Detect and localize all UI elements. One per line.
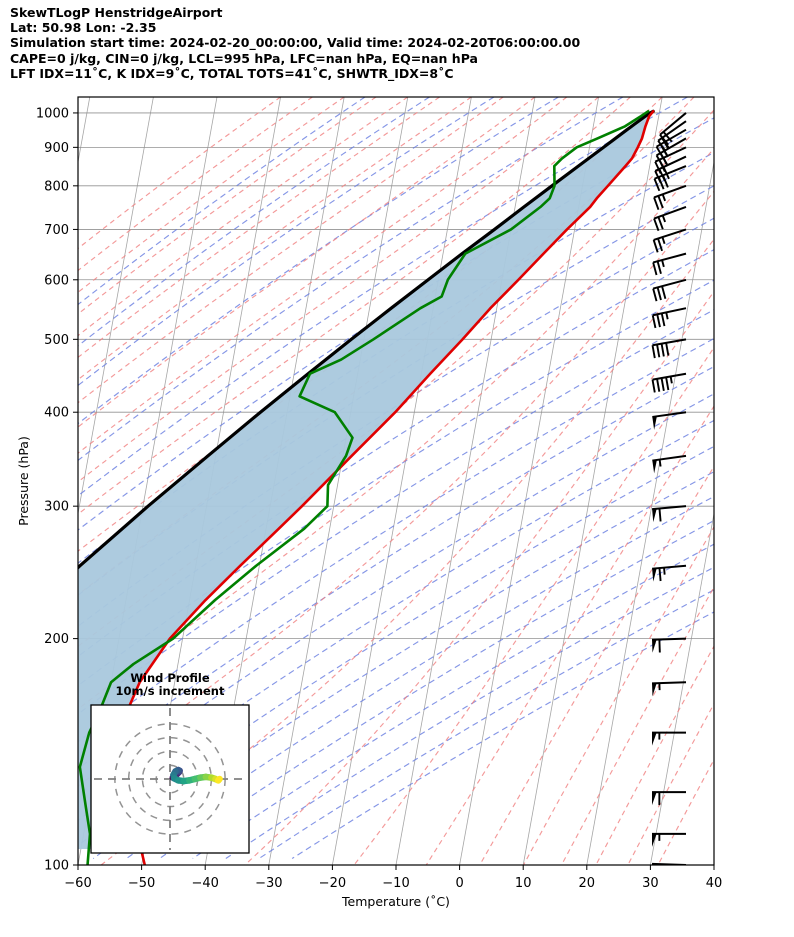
x-tick-label: −10 — [382, 876, 409, 891]
x-tick-label: 10 — [515, 876, 532, 891]
x-tick-label: 20 — [579, 876, 596, 891]
x-tick-label: −60 — [64, 876, 91, 891]
wind-profile-subtitle: 10m/s increment — [116, 684, 225, 698]
x-tick-label: 30 — [642, 876, 659, 891]
saturation-shading — [78, 111, 654, 850]
header-latlon: Lat: 50.98 Lon: -2.35 — [10, 20, 157, 36]
x-axis-label: Temperature (˚C) — [341, 894, 450, 909]
x-tick-label: 40 — [706, 876, 723, 891]
header-block: SkewTLogP HenstridgeAirport Lat: 50.98 L… — [10, 5, 790, 81]
y-tick-label: 1000 — [36, 106, 69, 121]
x-tick-label: −30 — [255, 876, 282, 891]
x-tick-label: 0 — [455, 876, 463, 891]
y-tick-label: 200 — [44, 632, 69, 647]
wind-profile-inset: Wind Profile 10m/s increment — [90, 671, 250, 854]
profile-curves — [78, 109, 655, 865]
y-tick-label: 400 — [44, 406, 69, 421]
x-tick-label: −20 — [319, 876, 346, 891]
y-tick-label: 600 — [44, 273, 69, 288]
y-tick-label: 800 — [44, 179, 69, 194]
y-tick-label: 700 — [44, 223, 69, 238]
x-tick-label: −50 — [128, 876, 155, 891]
y-tick-label: 500 — [44, 333, 69, 348]
header-times: Simulation start time: 2024-02-20_00:00:… — [10, 35, 581, 51]
wind-profile-title: Wind Profile — [130, 671, 210, 685]
hodograph-trace — [169, 766, 223, 785]
y-tick-label: 100 — [44, 859, 69, 874]
y-tick-label: 900 — [44, 141, 69, 156]
header-cape: CAPE=0 j/kg, CIN=0 j/kg, LCL=995 hPa, LF… — [10, 50, 478, 66]
header-title: SkewTLogP HenstridgeAirport — [10, 5, 223, 20]
y-tick-label: 300 — [44, 500, 69, 515]
y-axis-label: Pressure (hPa) — [16, 436, 31, 526]
header-indices: LFT IDX=11˚C, K IDX=9˚C, TOTAL TOTS=41˚C… — [10, 65, 454, 81]
x-tick-label: −40 — [191, 876, 218, 891]
